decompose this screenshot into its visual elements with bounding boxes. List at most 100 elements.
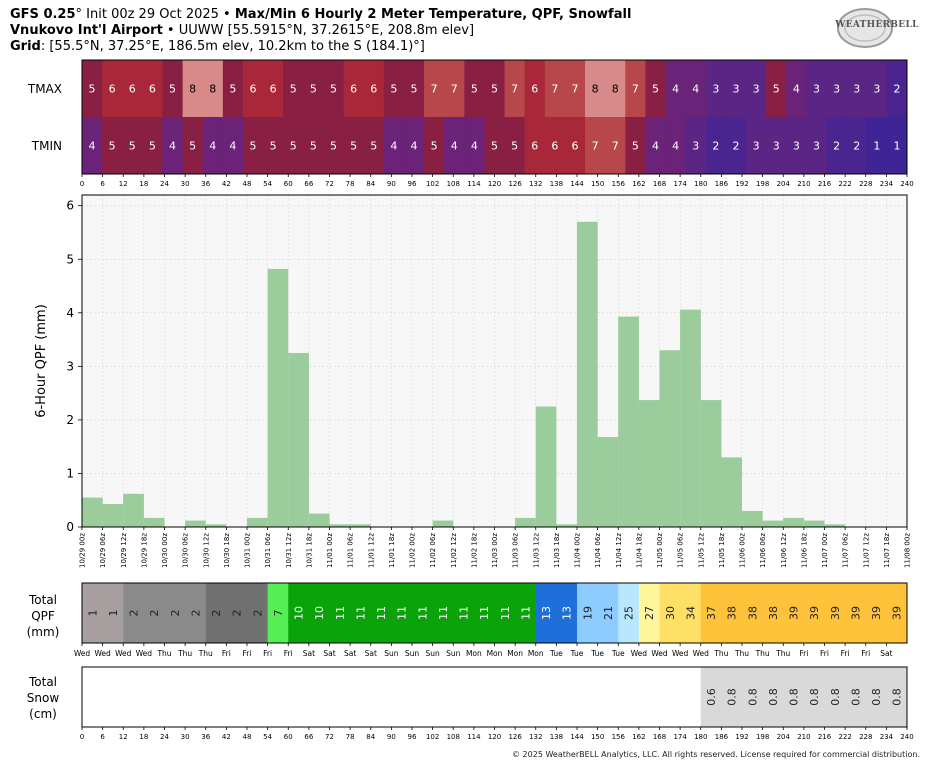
- tmax-value: 5: [169, 83, 176, 96]
- x-tick-label: 11/06 06z: [759, 533, 767, 568]
- tmin-value: 5: [491, 140, 498, 153]
- day-label: Sun: [384, 649, 399, 658]
- day-label: Sun: [446, 649, 461, 658]
- tmax-cell: [786, 60, 807, 117]
- tmax-value: 8: [592, 83, 599, 96]
- tmax-cell: [222, 60, 244, 117]
- total-qpf-cell: [123, 583, 145, 643]
- tmin-value: 5: [310, 140, 317, 153]
- x-tick-label: 11/04 06z: [594, 533, 602, 568]
- hour-tick-label: 234: [880, 180, 894, 188]
- tmin-cell: [403, 117, 425, 174]
- tmax-cell: [182, 60, 204, 117]
- total-snow-cell: [803, 667, 825, 727]
- total-qpf-cell: [618, 583, 640, 643]
- x-tick-label: 10/30 00z: [161, 533, 169, 568]
- total-snow-value: 0.8: [767, 688, 780, 706]
- day-label: Thu: [713, 649, 728, 658]
- grid-info: : [55.5°N, 37.25°E, 186.5m elev, 10.2km …: [40, 39, 425, 54]
- tmax-value: 5: [89, 83, 96, 96]
- qpf-bar: [700, 400, 722, 527]
- tmin-cell: [122, 117, 143, 174]
- tmin-cell: [504, 117, 526, 174]
- hour-tick-label: 156: [612, 733, 626, 741]
- total-qpf-cell: [845, 583, 867, 643]
- total-qpf-value: 37: [705, 606, 718, 620]
- hour-tick-label: 102: [426, 180, 439, 188]
- total-qpf-value: 10: [293, 606, 306, 620]
- tmax-cell: [625, 60, 646, 117]
- hour-tick-label: 18: [139, 733, 148, 741]
- hour-tick-label: 192: [735, 180, 748, 188]
- day-label: Wed: [651, 649, 668, 658]
- tmax-cell: [383, 60, 405, 117]
- hour-tick-label: 162: [632, 180, 645, 188]
- hour-tick-label: 6: [100, 733, 105, 741]
- total-qpf-cell: [143, 583, 165, 643]
- tmax-cell: [122, 60, 143, 117]
- total-qpf-cell: [556, 583, 578, 643]
- qpf-bar: [803, 520, 825, 527]
- tmax-cell: [806, 60, 828, 117]
- tmax-value: 6: [270, 83, 277, 96]
- tmax-cell: [303, 60, 324, 117]
- tmax-label: TMAX: [27, 82, 62, 96]
- hour-tick-label: 30: [181, 733, 190, 741]
- header-line-1: GFS 0.25° Init 00z 29 Oct 2025 • Max/Min…: [10, 7, 631, 23]
- x-tick-label: 10/29 18z: [140, 533, 148, 568]
- x-tick-label: 11/02 00z: [409, 533, 417, 568]
- total-qpf-value: 34: [684, 606, 697, 620]
- hour-tick-label: 180: [694, 180, 707, 188]
- hour-tick-label: 96: [408, 180, 417, 188]
- hour-tick-label: 108: [447, 180, 460, 188]
- hour-tick-label: 228: [859, 180, 872, 188]
- hour-tick-label: 126: [508, 733, 522, 741]
- tmin-cell: [585, 117, 606, 174]
- x-tick-label: 11/05 06z: [677, 533, 685, 568]
- hour-tick-label: 180: [694, 733, 707, 741]
- hour-tick-label: 78: [346, 733, 355, 741]
- total-snow-value: 0.8: [808, 688, 821, 706]
- day-label: Mon: [507, 649, 523, 658]
- tmin-value: 4: [209, 140, 216, 153]
- total-qpf-value: 13: [561, 606, 574, 620]
- x-tick-label: 11/06 18z: [800, 533, 808, 568]
- qpf-bar: [535, 406, 557, 527]
- tmax-value: 5: [290, 83, 297, 96]
- hour-tick-label: 60: [284, 180, 293, 188]
- tmax-value: 5: [310, 83, 317, 96]
- tmax-value: 7: [431, 83, 438, 96]
- tmax-value: 6: [149, 83, 156, 96]
- total-qpf-value: 39: [849, 606, 862, 620]
- qpf-bar: [824, 524, 846, 527]
- x-tick-label: 11/04 12z: [615, 533, 623, 568]
- hour-tick-label: 72: [325, 733, 334, 741]
- tmin-cell: [343, 117, 365, 174]
- hour-tick-label: 198: [756, 733, 769, 741]
- qpf-bar: [577, 221, 598, 527]
- tmin-cell: [444, 117, 465, 174]
- hour-tick-label: 84: [366, 733, 375, 741]
- tmin-value: 4: [169, 140, 176, 153]
- tmax-cell: [464, 60, 485, 117]
- total-qpf-cell: [762, 583, 784, 643]
- hour-tick-label: 72: [325, 180, 334, 188]
- day-labels: Wed Wed Wed Wed Thu Thu Thu Fri Fri Fri Fri Sat Sat S…: [74, 643, 893, 658]
- tmax-cell: [605, 60, 626, 117]
- hour-tick-label: 36: [201, 733, 210, 741]
- day-label: Sat: [323, 649, 335, 658]
- qpf-bar: [102, 503, 124, 527]
- tmin-value: 2: [833, 140, 840, 153]
- tmax-cell: [585, 60, 606, 117]
- total-snow-value: 0.8: [829, 688, 842, 706]
- day-label: Fri: [841, 649, 850, 658]
- total-qpf-value: 27: [643, 606, 656, 620]
- tmin-cell: [162, 117, 184, 174]
- tmax-value: 3: [853, 83, 860, 96]
- total-snow-cell: [865, 667, 887, 727]
- day-label: Thu: [156, 649, 171, 658]
- day-label: Tue: [611, 649, 625, 658]
- tmin-cell: [142, 117, 163, 174]
- hour-tick-label: 210: [797, 180, 810, 188]
- qpf-bar: [762, 520, 784, 527]
